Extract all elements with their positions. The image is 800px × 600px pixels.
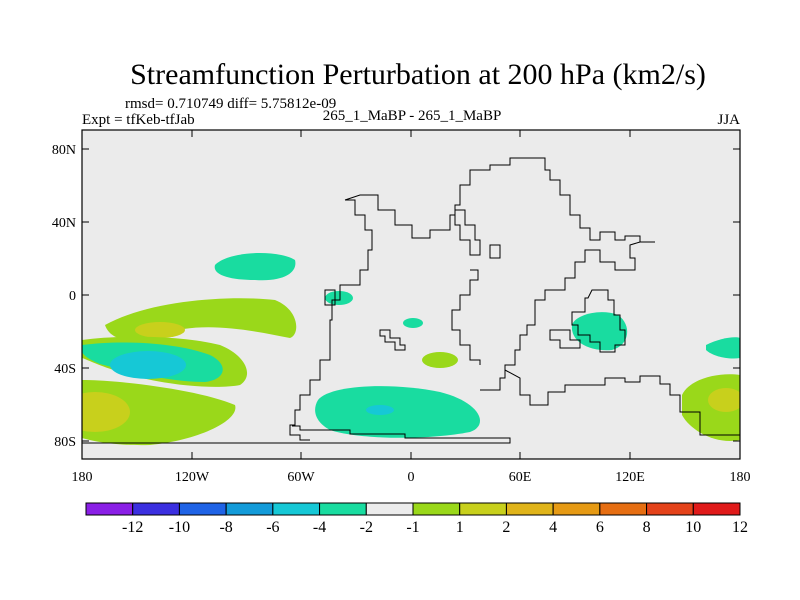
- colorbar-label: -12: [122, 519, 143, 536]
- continent-coast: [504, 369, 740, 436]
- positive-anomaly-core: [135, 322, 185, 338]
- lon-tick-label: 120W: [175, 470, 210, 485]
- colorbar-box: [272, 502, 321, 516]
- continent-coast: [344, 157, 655, 243]
- lon-tick-label: 60W: [287, 470, 315, 485]
- colorbar-box: [178, 502, 227, 516]
- lon-tick-label: 180: [730, 470, 751, 485]
- colorbar-box: [365, 502, 414, 516]
- contour-fill-layer: [82, 253, 740, 446]
- lon-tick-label: 120E: [615, 470, 645, 485]
- colorbar-label: -6: [266, 519, 279, 536]
- lon-axis: 180 120W 60W 0 60E 120E 180: [72, 130, 751, 485]
- colorbar-box: [646, 502, 694, 516]
- colorbar-label: -4: [313, 519, 326, 536]
- colorbar-label: 4: [549, 519, 557, 536]
- island-coast: [549, 329, 581, 349]
- continent-coast: [289, 199, 373, 441]
- continent-coast: [454, 209, 481, 256]
- negative-anomaly-core: [110, 351, 186, 379]
- negative-anomaly-core: [366, 405, 394, 415]
- negative-anomaly: [403, 318, 423, 328]
- island-coast: [571, 289, 626, 353]
- colorbar-label: 1: [456, 519, 464, 536]
- experiment-label: Expt = tfKeb-tfJab: [82, 112, 195, 128]
- lat-tick-label: 40N: [52, 216, 76, 231]
- colorbar-label: 10: [685, 519, 701, 536]
- colorbar-label: -8: [219, 519, 232, 536]
- continent-coast: [451, 269, 481, 365]
- colorbar-label: 8: [643, 519, 651, 536]
- lat-axis: 80N 40N 0 40S 80S: [52, 143, 740, 450]
- map-panel: [81, 129, 741, 460]
- positive-anomaly: [82, 380, 236, 446]
- lat-tick-label: 80N: [52, 143, 76, 158]
- colorbar: [85, 502, 741, 516]
- island-coast: [379, 329, 406, 351]
- lat-tick-label: 40S: [54, 362, 76, 377]
- coastlines: [82, 157, 740, 444]
- colorbar-box: [132, 502, 180, 516]
- island-coast: [324, 289, 336, 306]
- season-label: JJA: [717, 112, 740, 128]
- continent-coast: [489, 244, 501, 259]
- colorbar-label: 12: [732, 519, 748, 536]
- colorbar-label: -10: [169, 519, 190, 536]
- colorbar-box: [225, 502, 274, 516]
- positive-anomaly: [422, 352, 458, 368]
- colorbar-box: [692, 502, 741, 516]
- lat-tick-label: 0: [69, 289, 76, 304]
- negative-anomaly: [571, 312, 628, 351]
- lat-tick-label: 80S: [54, 435, 76, 450]
- stats-label: rmsd= 0.710749 diff= 5.75812e-09: [125, 96, 336, 112]
- colorbar-box: [459, 502, 507, 516]
- negative-anomaly: [214, 253, 296, 281]
- positive-anomaly-core: [82, 392, 130, 432]
- lon-tick-label: 60E: [509, 470, 532, 485]
- colorbar-labels: -12 -10 -8 -6 -4 -2 -1 1 2 4 6 8 10 12: [122, 519, 748, 536]
- lon-tick-label: 0: [408, 470, 415, 485]
- colorbar-label: 6: [596, 519, 604, 536]
- negative-anomaly: [325, 291, 353, 305]
- colorbar-box: [85, 502, 134, 516]
- continent-coast: [480, 241, 641, 391]
- antarctica-coast: [82, 425, 511, 444]
- negative-anomaly: [315, 386, 480, 438]
- lon-tick-label: 180: [72, 470, 93, 485]
- colorbar-label: -2: [360, 519, 373, 536]
- colorbar-box: [319, 502, 367, 516]
- colorbar-box: [505, 502, 554, 516]
- figure-title: Streamfunction Perturbation at 200 hPa (…: [130, 58, 706, 91]
- colorbar-box: [412, 502, 461, 516]
- colorbar-box: [599, 502, 648, 516]
- colorbar-label: -1: [406, 519, 419, 536]
- case-label: 265_1_MaBP - 265_1_MaBP: [323, 108, 502, 124]
- positive-anomaly-core: [708, 388, 740, 412]
- colorbar-label: 2: [502, 519, 510, 536]
- colorbar-box: [552, 502, 601, 516]
- negative-anomaly: [706, 337, 740, 359]
